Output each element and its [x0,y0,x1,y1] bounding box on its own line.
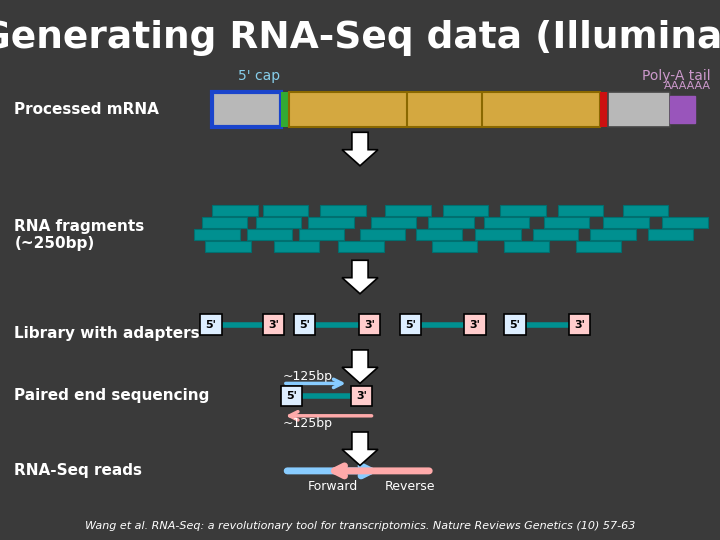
FancyBboxPatch shape [432,241,477,252]
FancyBboxPatch shape [662,217,708,228]
FancyBboxPatch shape [320,205,366,216]
FancyBboxPatch shape [194,229,240,240]
FancyBboxPatch shape [623,205,668,216]
Polygon shape [342,350,378,383]
FancyBboxPatch shape [443,205,488,216]
FancyBboxPatch shape [576,241,621,252]
Text: Generating RNA-Seq data (Illumina): Generating RNA-Seq data (Illumina) [0,20,720,56]
FancyBboxPatch shape [281,386,302,406]
FancyBboxPatch shape [603,217,649,228]
FancyBboxPatch shape [274,241,319,252]
Text: 5': 5' [509,320,521,329]
FancyBboxPatch shape [428,217,474,228]
FancyBboxPatch shape [504,241,549,252]
FancyBboxPatch shape [600,92,608,127]
FancyBboxPatch shape [308,217,354,228]
Text: 5': 5' [286,391,297,401]
FancyBboxPatch shape [371,217,416,228]
Polygon shape [342,432,378,465]
FancyBboxPatch shape [200,314,222,335]
FancyBboxPatch shape [359,314,380,335]
Text: 3': 3' [469,320,481,329]
FancyBboxPatch shape [212,205,258,216]
FancyBboxPatch shape [202,217,247,228]
FancyBboxPatch shape [299,229,344,240]
FancyBboxPatch shape [256,217,301,228]
FancyBboxPatch shape [294,314,315,335]
FancyBboxPatch shape [400,314,421,335]
Text: AAAAAA: AAAAAA [664,82,711,91]
FancyBboxPatch shape [569,314,590,335]
Polygon shape [342,132,378,166]
Text: Reverse: Reverse [385,480,436,492]
FancyBboxPatch shape [504,314,526,335]
FancyBboxPatch shape [558,205,603,216]
Text: Library with adapters: Library with adapters [14,326,200,341]
Text: Forward: Forward [307,480,358,492]
Text: ~125bp: ~125bp [283,370,333,383]
Text: 3': 3' [268,320,279,329]
FancyBboxPatch shape [670,96,695,123]
Text: 5': 5' [205,320,217,329]
FancyBboxPatch shape [500,205,546,216]
FancyBboxPatch shape [263,205,308,216]
FancyBboxPatch shape [590,229,636,240]
FancyBboxPatch shape [289,92,600,127]
Text: 3': 3' [574,320,585,329]
FancyBboxPatch shape [416,229,462,240]
FancyBboxPatch shape [338,241,384,252]
Text: Poly-A tail: Poly-A tail [642,69,711,83]
FancyBboxPatch shape [475,229,521,240]
FancyBboxPatch shape [212,92,281,127]
Text: 3': 3' [364,320,375,329]
FancyBboxPatch shape [263,314,284,335]
Text: RNA-Seq reads: RNA-Seq reads [14,463,143,478]
FancyBboxPatch shape [351,386,372,406]
Text: 5' cap: 5' cap [238,69,280,83]
Text: Wang et al. RNA-Seq: a revolutionary tool for transcriptomics. Nature Reviews Ge: Wang et al. RNA-Seq: a revolutionary too… [85,521,635,531]
Text: Processed mRNA: Processed mRNA [14,102,159,117]
Text: Paired end sequencing: Paired end sequencing [14,388,210,403]
Text: RNA fragments
(~250bp): RNA fragments (~250bp) [14,219,145,251]
FancyBboxPatch shape [281,92,289,127]
FancyBboxPatch shape [533,229,578,240]
Text: ~125bp: ~125bp [283,417,333,430]
Text: 5': 5' [299,320,310,329]
FancyBboxPatch shape [205,241,251,252]
FancyBboxPatch shape [648,229,693,240]
FancyBboxPatch shape [360,229,405,240]
FancyBboxPatch shape [484,217,529,228]
Text: 5': 5' [405,320,416,329]
FancyBboxPatch shape [544,217,589,228]
Polygon shape [342,260,378,294]
FancyBboxPatch shape [464,314,486,335]
FancyBboxPatch shape [385,205,431,216]
FancyBboxPatch shape [247,229,292,240]
Text: 3': 3' [356,391,367,401]
FancyBboxPatch shape [608,92,670,127]
